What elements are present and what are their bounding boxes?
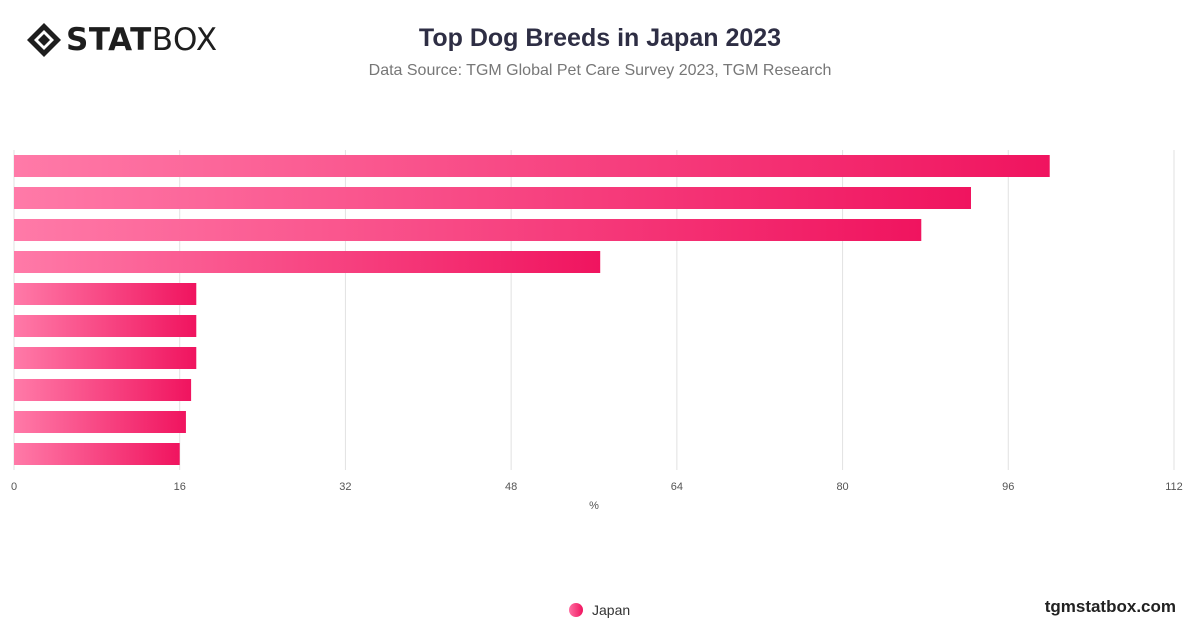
bar[interactable] xyxy=(14,155,1050,177)
bar[interactable] xyxy=(14,411,186,433)
bar[interactable] xyxy=(14,315,197,337)
bar[interactable] xyxy=(14,219,922,241)
logo-text-light: BOX xyxy=(151,22,218,58)
x-tick-label: 80 xyxy=(836,481,848,493)
chart-title: Top Dog Breeds in Japan 2023 xyxy=(418,24,782,52)
bar[interactable] xyxy=(14,283,197,305)
x-tick-label: 96 xyxy=(1002,481,1014,493)
bars xyxy=(14,155,1050,465)
x-tick-label: 64 xyxy=(671,481,683,493)
logo-text: STATBOX xyxy=(66,22,218,58)
footer-site-url: tgmstatbox.com xyxy=(1044,597,1176,616)
legend[interactable]: Japan xyxy=(569,602,630,618)
x-axis-label: % xyxy=(589,500,599,512)
x-tick-label: 112 xyxy=(1165,481,1183,493)
legend-marker-icon xyxy=(569,603,583,617)
bar[interactable] xyxy=(14,347,197,369)
brand-logo: STATBOX xyxy=(26,22,218,58)
legend-label: Japan xyxy=(592,602,631,618)
bar[interactable] xyxy=(14,187,971,209)
x-tick-label: 16 xyxy=(174,481,186,493)
diamond-logo-icon xyxy=(27,23,61,57)
x-tick-label: 0 xyxy=(11,481,17,493)
bar[interactable] xyxy=(14,443,180,465)
x-tick-label: 32 xyxy=(339,481,351,493)
bar[interactable] xyxy=(14,379,192,401)
bar[interactable] xyxy=(14,251,601,273)
chart-subtitle: Data Source: TGM Global Pet Care Survey … xyxy=(368,62,832,79)
logo-text-bold: STAT xyxy=(66,22,152,58)
x-tick-label: 48 xyxy=(505,481,517,493)
x-axis-ticks: 0 16 32 48 64 80 96 112 xyxy=(11,481,1183,493)
